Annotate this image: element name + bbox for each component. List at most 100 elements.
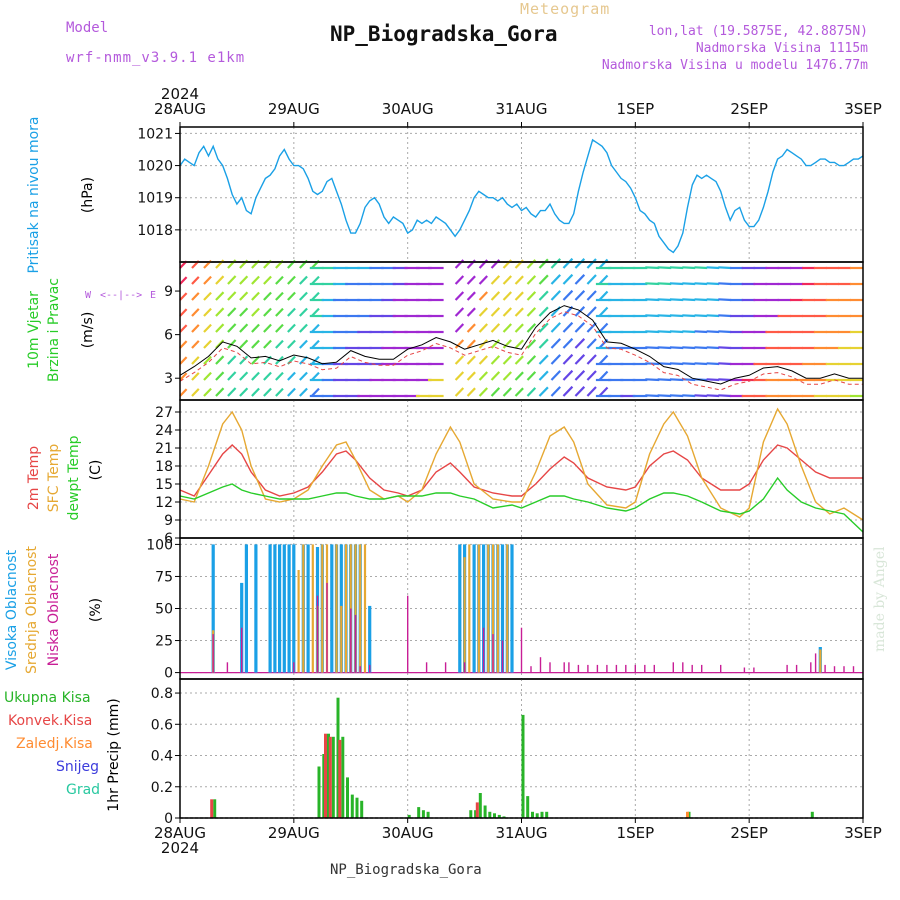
high_cloud-bar	[500, 544, 505, 673]
high_cloud-bar	[244, 544, 248, 673]
wind-barb	[191, 340, 200, 349]
altitude-label: Nadmorska Visina 1115m	[695, 41, 868, 56]
low_cloud-bar	[810, 662, 812, 673]
low_cloud-bar	[814, 653, 817, 673]
wind-barb	[502, 387, 512, 397]
temp2m-line	[179, 444, 863, 497]
wind-barb	[706, 266, 720, 270]
wind-barb	[645, 394, 660, 398]
model-name: wrf-nmm_v3.9.1 e1km	[66, 50, 246, 66]
total_precip-bar	[535, 813, 539, 818]
wind-barb	[251, 371, 260, 381]
high_cloud-bar	[482, 544, 486, 673]
wind-barb	[179, 292, 188, 301]
wind-barb	[645, 266, 660, 270]
low_cloud-bar	[644, 664, 646, 673]
wind-barb	[454, 371, 465, 381]
wind-barb	[203, 275, 212, 285]
wind-barb	[490, 323, 501, 333]
wind-barb	[682, 266, 696, 270]
conv_precip-bar	[338, 739, 342, 818]
wind-barb	[191, 324, 200, 333]
ice_precip-bar	[686, 811, 689, 818]
xtick-label-bottom: 31AUG	[496, 824, 548, 842]
wind-gust-line	[179, 311, 863, 391]
wind-barb	[706, 378, 720, 382]
wind-barb	[454, 323, 465, 333]
wind-barb	[227, 339, 237, 349]
low_cloud-bar	[463, 662, 466, 673]
wind-ytick-label: 6	[164, 328, 173, 344]
wind-barb	[657, 346, 672, 350]
wind-barb	[239, 307, 249, 317]
xtick-label-top: 30AUG	[382, 100, 434, 118]
wind-barb	[562, 385, 574, 397]
wind-barb	[718, 266, 732, 270]
wind-barb	[299, 371, 308, 381]
wind-barb	[239, 371, 249, 381]
wind-barb	[682, 314, 696, 318]
wind-barb	[466, 291, 476, 301]
wind-barb	[718, 394, 732, 398]
xtick-label-bottom: 29AUG	[268, 824, 320, 842]
wind-barb	[215, 387, 225, 397]
temp-ytick-label: 6	[164, 531, 173, 547]
pressure-ytick-label: 1021	[137, 126, 173, 142]
wind-barb	[454, 307, 465, 317]
wind-barb	[598, 258, 609, 269]
wind-barb	[275, 371, 284, 381]
low_cloud-bar	[326, 582, 328, 673]
cloud-ytick-label: 0	[164, 666, 173, 682]
precip-ytick-label: 0	[164, 811, 173, 827]
wind-barb	[311, 307, 320, 317]
wind-barb	[466, 275, 476, 285]
wind-barb	[514, 355, 524, 365]
wind-barb	[574, 274, 586, 285]
high_cloud-bar	[282, 544, 286, 673]
low_cloud-bar	[492, 634, 494, 673]
precip-ytick-label: 0.4	[151, 749, 173, 765]
low_cloud-bar	[682, 662, 684, 673]
wind-barb	[239, 291, 249, 301]
cloud-ytick-label: 75	[155, 569, 173, 585]
wind-barb	[718, 314, 732, 318]
wind-barb	[502, 323, 512, 333]
wind-barb	[239, 323, 249, 333]
mid_cloud-bar	[463, 557, 466, 673]
precip-ytick-label: 0.6	[151, 717, 173, 733]
wind-barb	[526, 323, 537, 333]
wind-barb	[263, 307, 272, 317]
wind-barb	[562, 289, 574, 301]
total_precip-bar	[426, 811, 430, 818]
pressure-unit: (hPa)	[80, 177, 96, 213]
wind-barb	[454, 259, 465, 269]
wind-barb	[657, 378, 672, 382]
wind-barb	[538, 338, 549, 349]
total_precip-bar	[346, 777, 349, 818]
wind-barb	[706, 282, 720, 286]
low_cloud-bar	[530, 666, 532, 673]
precip-legend-item: Ukupna Kisa	[4, 690, 91, 706]
precip-legend-item: Grad	[66, 782, 100, 798]
wind-barb	[251, 307, 260, 317]
wind-barb	[263, 371, 272, 381]
wind-barb	[275, 339, 284, 349]
station-title: NP_Biogradska_Gora	[330, 22, 558, 46]
wind-barb	[682, 282, 696, 286]
wind-barb	[526, 371, 537, 381]
wind-barb	[645, 378, 660, 382]
xtick-label-top: 2SEP	[730, 100, 768, 118]
wind-barb	[598, 290, 609, 301]
wind-barb	[311, 371, 320, 381]
wind-barb	[669, 330, 684, 334]
wind-barb	[669, 346, 684, 350]
wind-barb	[682, 330, 696, 334]
wind-barb	[203, 291, 212, 301]
mid_cloud-bar	[359, 544, 362, 673]
footer-station: NP_Biogradska_Gora	[330, 862, 482, 878]
pressure-ylabel: Pritisak na nivou mora	[26, 116, 42, 273]
wind-barb	[239, 339, 249, 349]
wind-barb	[694, 298, 708, 302]
high_cloud-bar	[306, 544, 310, 673]
total_precip-bar	[322, 754, 326, 818]
